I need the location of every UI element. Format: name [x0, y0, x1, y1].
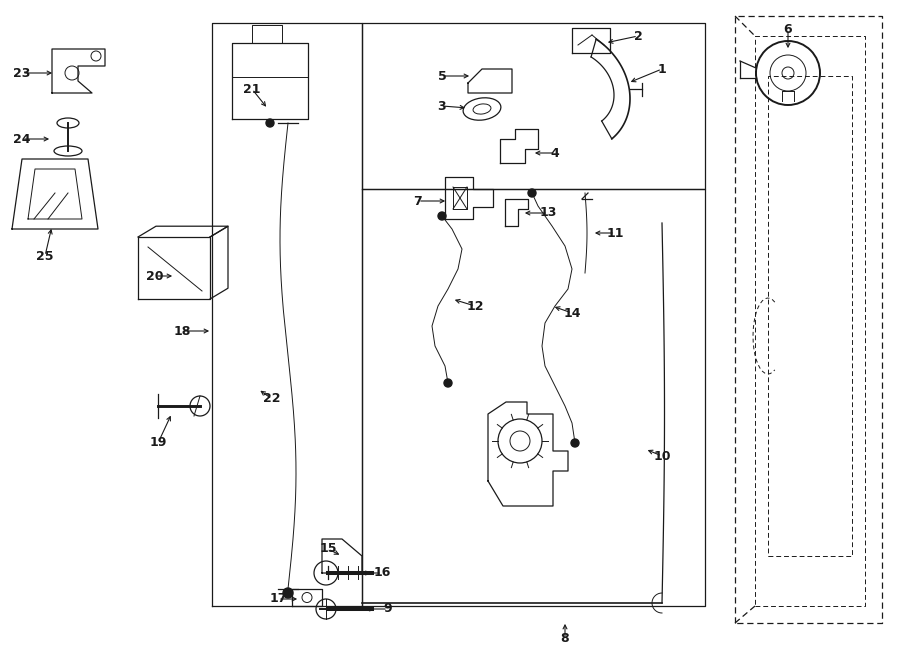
Text: 9: 9	[383, 602, 392, 615]
Text: 16: 16	[374, 566, 391, 580]
Circle shape	[528, 189, 536, 197]
Text: 17: 17	[269, 592, 287, 605]
Text: 13: 13	[539, 206, 557, 219]
Text: 14: 14	[563, 307, 580, 319]
Text: 21: 21	[243, 83, 261, 95]
Circle shape	[266, 119, 274, 127]
Circle shape	[283, 588, 293, 598]
Text: 15: 15	[320, 543, 337, 555]
Text: 11: 11	[607, 227, 624, 239]
Text: 4: 4	[551, 147, 560, 159]
Text: 19: 19	[149, 436, 166, 449]
Circle shape	[444, 379, 452, 387]
Text: 10: 10	[653, 449, 670, 463]
Text: 5: 5	[437, 69, 446, 83]
Text: 24: 24	[14, 132, 31, 145]
Text: 12: 12	[466, 299, 484, 313]
Text: 20: 20	[146, 270, 164, 282]
Text: 25: 25	[36, 249, 54, 262]
Text: 1: 1	[658, 63, 666, 75]
Text: 6: 6	[784, 22, 792, 36]
Text: 3: 3	[437, 100, 446, 112]
Circle shape	[438, 212, 446, 220]
Text: 23: 23	[14, 67, 31, 79]
Circle shape	[571, 439, 579, 447]
Text: 2: 2	[634, 30, 643, 42]
Text: 8: 8	[561, 633, 570, 646]
Text: 18: 18	[174, 325, 191, 338]
Text: 7: 7	[414, 194, 422, 208]
Text: 22: 22	[263, 393, 281, 405]
